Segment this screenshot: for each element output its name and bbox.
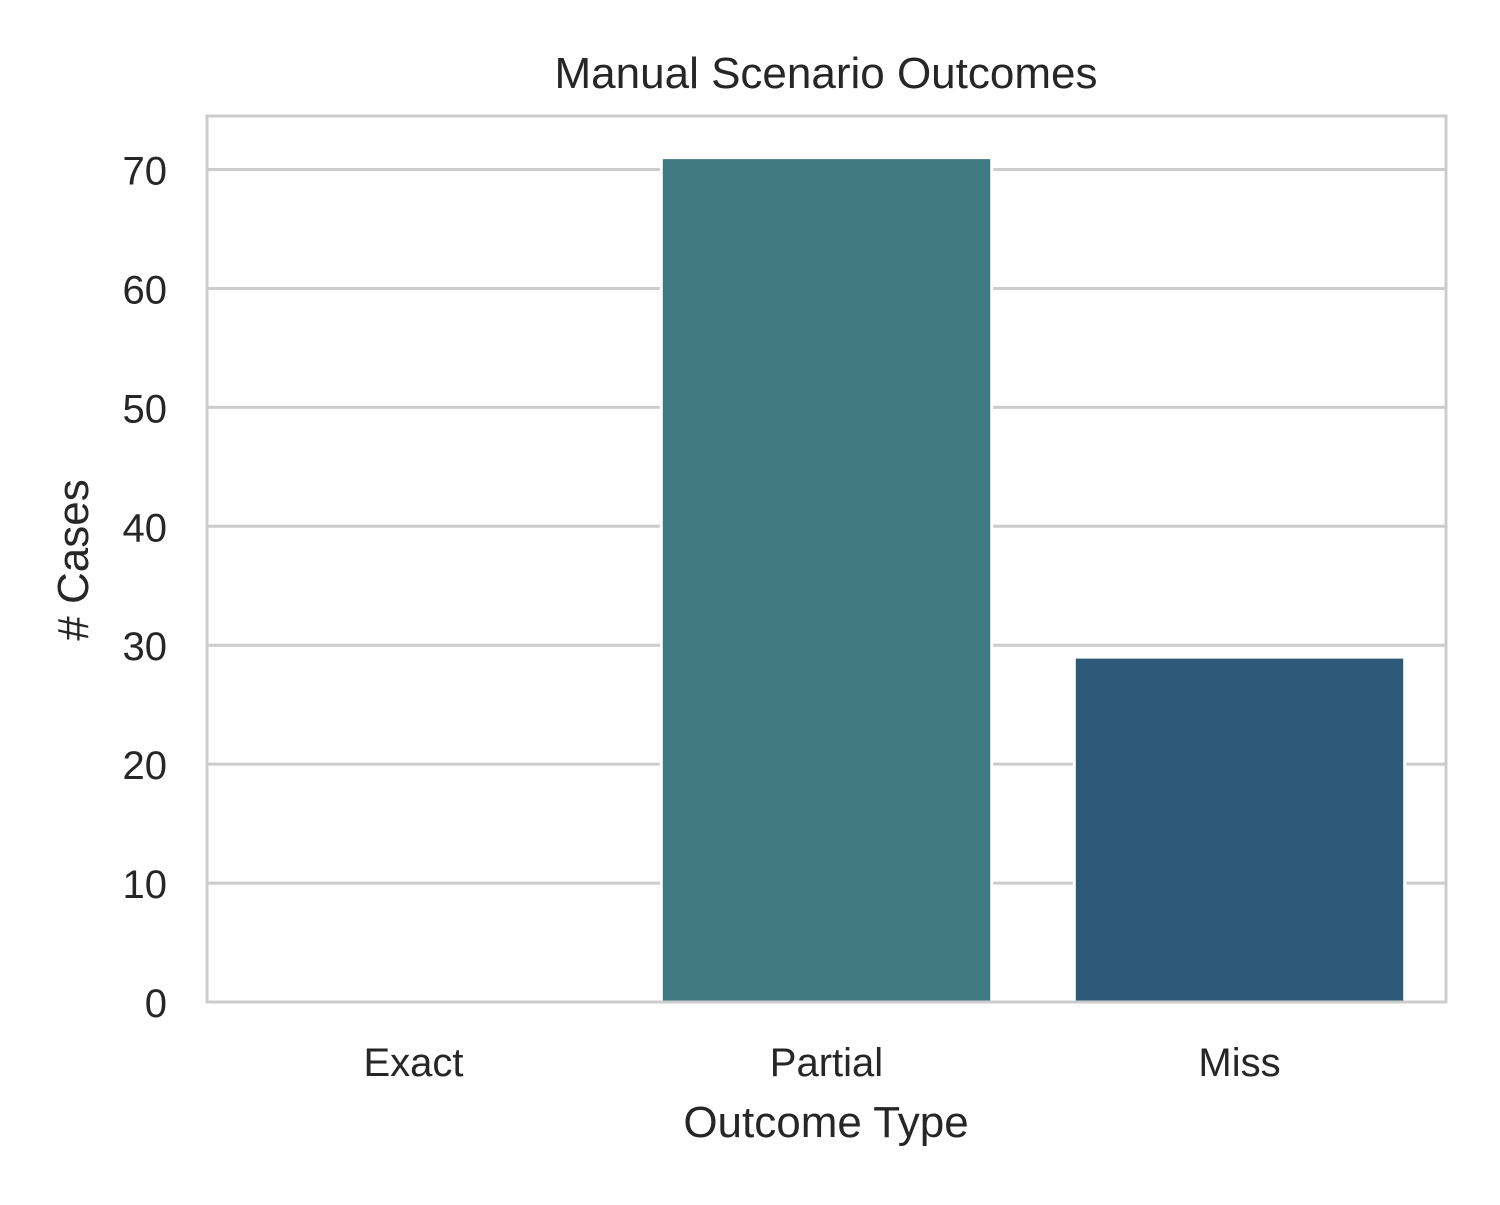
axes-frame — [205, 114, 1448, 1004]
x-tick-label-partial: Partial — [770, 1041, 883, 1085]
x-axis-label: Outcome Type — [683, 1098, 968, 1147]
bars — [659, 156, 1407, 1004]
plot-frame — [205, 114, 1448, 1004]
y-tick-labels: 0 10 20 30 40 50 60 70 — [123, 150, 168, 1026]
y-tick-label: 20 — [123, 744, 168, 788]
y-tick-label: 50 — [123, 387, 168, 431]
bar-miss — [1072, 655, 1407, 1004]
x-tick-label-miss: Miss — [1198, 1041, 1280, 1085]
y-axis-label: # Cases — [49, 479, 98, 640]
y-tick-label: 70 — [123, 150, 168, 194]
y-tick-label: 0 — [145, 982, 167, 1026]
y-tick-label: 30 — [123, 625, 168, 669]
bar-partial — [659, 156, 994, 1004]
y-tick-label: 10 — [123, 863, 168, 907]
x-tick-labels: Exact Partial Miss — [363, 1041, 1280, 1085]
y-tick-label: 60 — [123, 268, 168, 312]
x-tick-label-exact: Exact — [363, 1041, 463, 1085]
chart-title: Manual Scenario Outcomes — [555, 49, 1098, 98]
y-tick-label: 40 — [123, 506, 168, 550]
